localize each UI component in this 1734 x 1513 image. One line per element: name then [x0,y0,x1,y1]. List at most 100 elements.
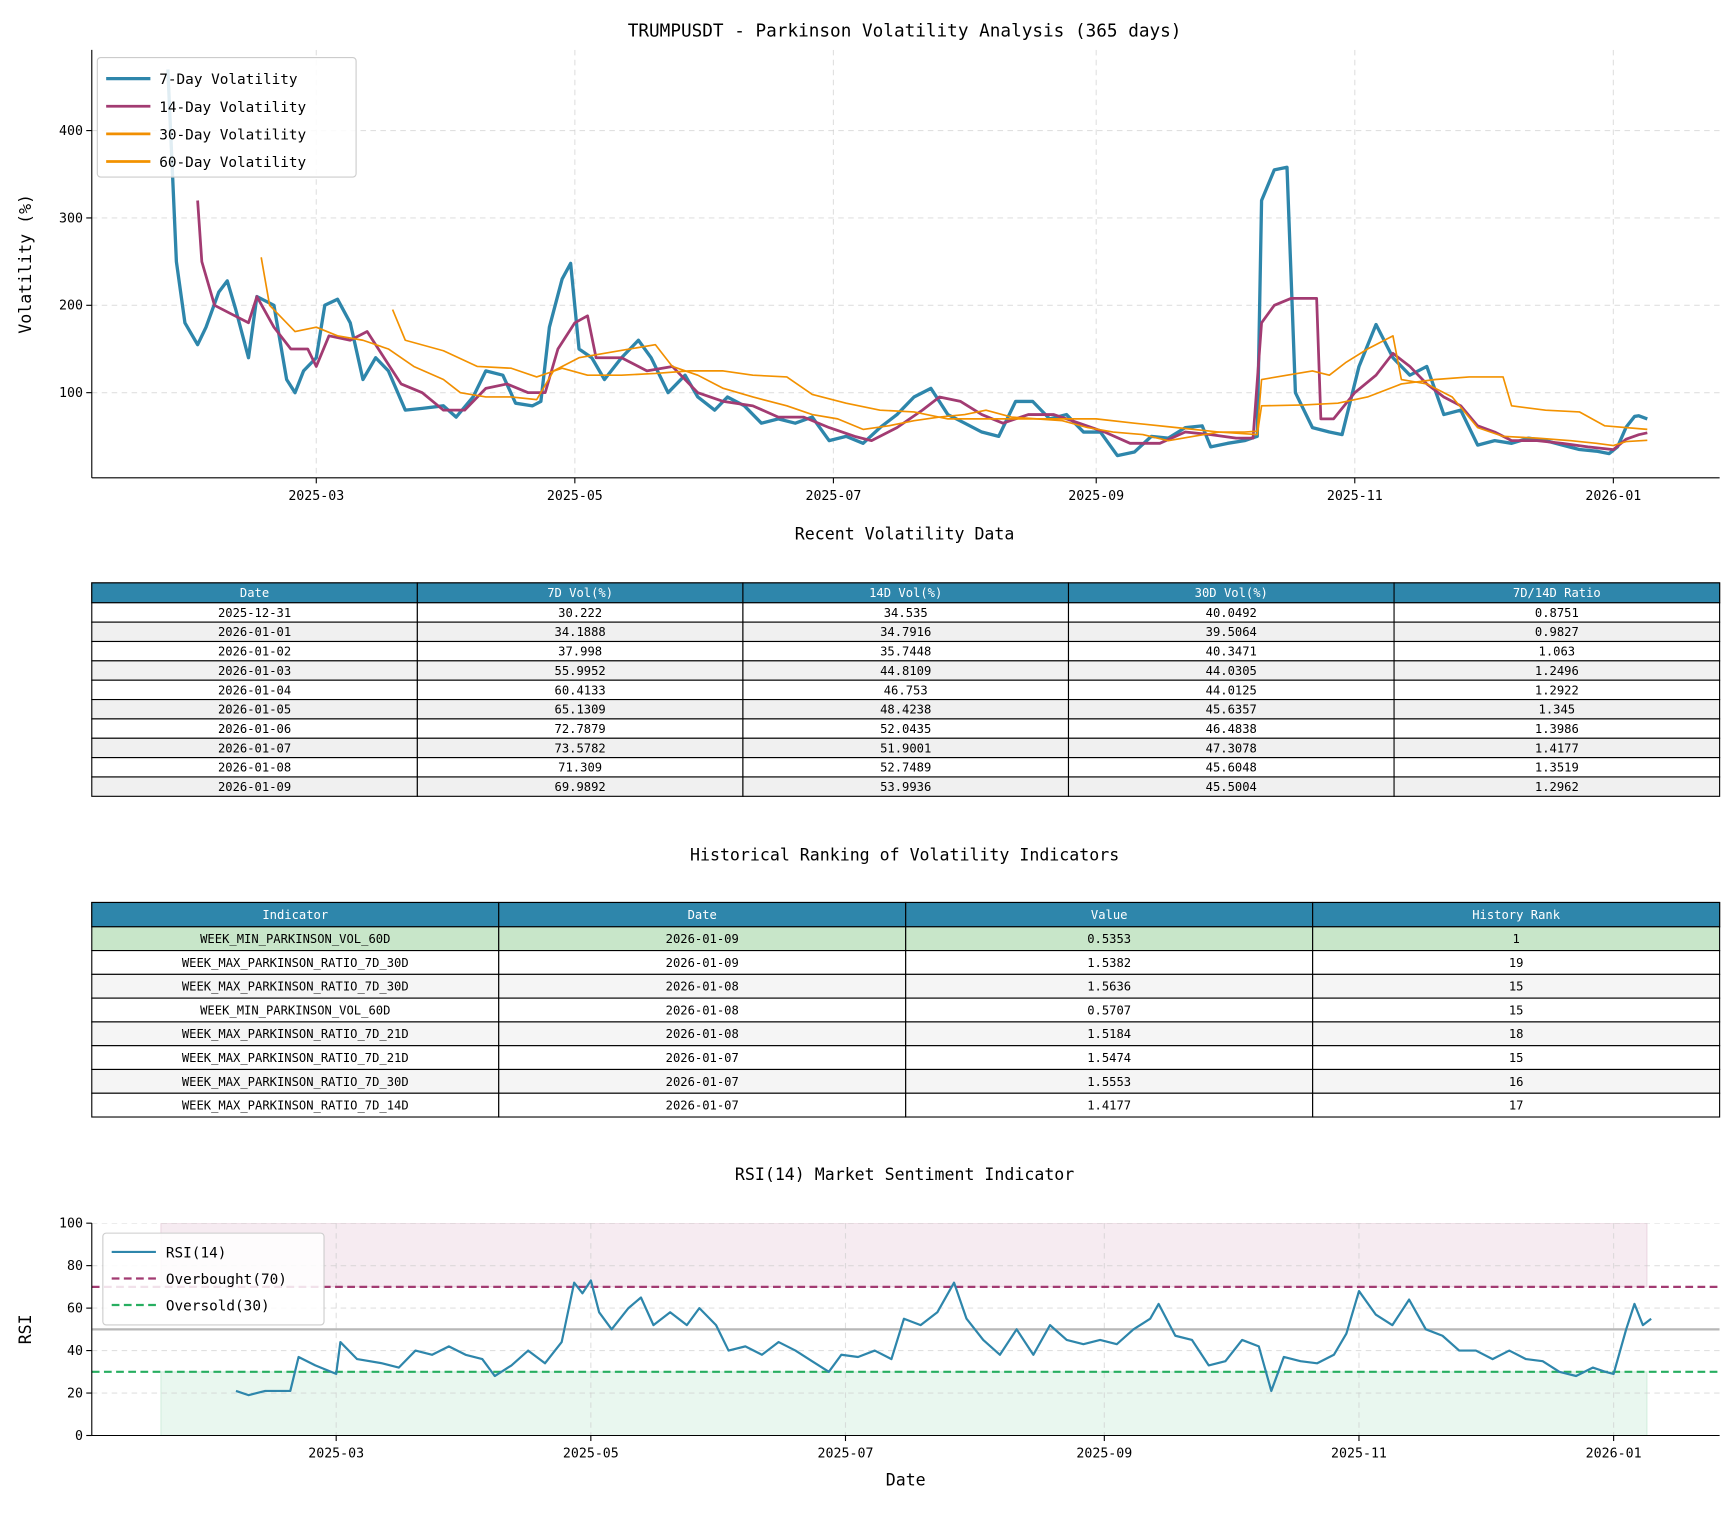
table-cell [1312,1092,1721,1118]
column-header: Date [688,908,717,922]
cell-text: 2026-01-04 [218,683,291,697]
cell-text: 2026-01-08 [666,980,739,994]
table-row: 2026-01-07 73.5782 51.9001 47.3078 1.4177 [91,737,1721,759]
cell-text: 71.309 [558,761,602,775]
x-tick-label: 2026-01 [1585,489,1641,504]
cell-text: WEEK_MIN_PARKINSON_VOL_60D [200,1003,390,1017]
table-row: WEEK_MIN_PARKINSON_VOL_60D 2026-01-09 0.53… [91,926,1721,952]
cell-text: 34.7916 [880,625,931,639]
cell-text: 73.5782 [555,741,606,755]
x-tick-label: 2025-11 [1327,489,1383,504]
legend-label: 30-Day Volatility [159,127,306,143]
cell-text: 1 [1512,932,1519,946]
x-axis-label: Date [886,1470,926,1489]
series-line-1 [166,69,1648,458]
cell-text: 18 [1509,1027,1524,1041]
cell-text: 1.5382 [1087,956,1131,970]
cell-text: 1.5184 [1087,1027,1131,1041]
rsi-chart-title: RSI(14) Market Sentiment Indicator [735,1165,1074,1184]
column-header: 14D Vol(%) [869,586,942,600]
cell-text: 40.0492 [1206,606,1257,620]
cell-text: 1.4177 [1087,1099,1131,1113]
cell-text: 15 [1509,980,1524,994]
cell-text: 72.7879 [555,722,606,736]
ranking-table-title: Historical Ranking of Volatility Indicat… [690,845,1119,864]
cell-text: 15 [1509,1003,1524,1017]
cell-text: 44.0125 [1206,683,1257,697]
x-tick-label: 2025-11 [1331,1447,1387,1462]
cell-text: 60.4133 [555,683,606,697]
cell-text: 19 [1509,956,1524,970]
cell-text: 46.4838 [1206,722,1257,736]
legend: RSI(14) Overbought(70) Oversold(30) [102,1232,325,1326]
cell-text: 65.1309 [555,703,606,717]
table-row: 2025-12-31 30.222 34.535 40.0492 0.8751 [91,602,1721,623]
cell-text: 1.345 [1539,703,1576,717]
legend-label: Overbought(70) [166,1272,287,1288]
cell-text: 2026-01-01 [218,625,291,639]
cell-text: 2026-01-07 [666,1099,739,1113]
cell-text: 45.5004 [1206,780,1257,794]
cell-text: WEEK_MAX_PARKINSON_RATIO_7D_21D [182,1051,409,1065]
table-row: 2026-01-02 37.998 35.7448 40.3471 1.063 [91,640,1721,662]
cell-text: 0.5707 [1087,1003,1131,1017]
column-header: Value [1091,908,1128,922]
table-row: WEEK_MAX_PARKINSON_RATIO_7D_30D 2026-01-0… [91,973,1721,999]
overbought-band [160,1223,1648,1288]
cell-text: 1.4177 [1535,741,1579,755]
column-header: History Rank [1472,908,1561,922]
cell-text: 39.5064 [1206,625,1257,639]
cell-text: 44.0305 [1206,664,1257,678]
table-row: 2026-01-08 71.309 52.7489 45.6048 1.3519 [91,757,1721,778]
cell-text: 40.3471 [1206,645,1257,659]
cell-text: 2026-01-03 [218,664,291,678]
cell-text: 46.753 [884,683,928,697]
series-line-3 [260,257,1648,447]
y-tick-label: 80 [67,1259,83,1274]
cell-text: 1.3986 [1535,722,1579,736]
plot-area [91,49,1720,478]
legend: 7-Day Volatility 14-Day Volatility 30-Day … [96,57,357,178]
cell-text: WEEK_MAX_PARKINSON_RATIO_7D_30D [182,956,409,970]
cell-text: 34.1888 [555,625,606,639]
header-cell [1312,901,1721,928]
cell-text: 1.2962 [1535,780,1579,794]
y-tick-label: 60 [67,1302,83,1317]
oversold-band [160,1371,1648,1436]
table-row: 2026-01-06 72.7879 52.0435 46.4838 1.3986 [91,718,1721,739]
table-row: 2026-01-04 60.4133 46.753 44.0125 1.2922 [91,679,1721,701]
table-row: WEEK_MIN_PARKINSON_VOL_60D 2026-01-08 0.57… [91,997,1721,1023]
column-header: 7D Vol(%) [547,586,613,600]
header-cell [498,901,907,928]
legend-label: Oversold(30) [166,1299,270,1315]
legend-box [96,57,357,178]
table-row: WEEK_MAX_PARKINSON_RATIO_7D_30D 2026-01-0… [91,950,1721,975]
cell-text: 51.9001 [880,741,931,755]
cell-text: 16 [1509,1075,1524,1089]
table-row: WEEK_MAX_PARKINSON_RATIO_7D_21D 2026-01-0… [91,1021,1721,1047]
cell-text: 2026-01-09 [666,932,739,946]
cell-text: 53.9936 [880,780,931,794]
cell-text: 55.9952 [555,664,606,678]
cell-text: 1.2496 [1535,664,1579,678]
cell-text: 1.5553 [1087,1075,1131,1089]
table-row: WEEK_MAX_PARKINSON_RATIO_7D_30D 2026-01-0… [91,1068,1721,1094]
table-row: WEEK_MAX_PARKINSON_RATIO_7D_14D 2026-01-0… [91,1092,1721,1118]
cell-text: 52.7489 [880,761,931,775]
legend-label: RSI(14) [166,1245,227,1261]
x-tick-label: 2025-07 [818,1447,874,1462]
x-tick-label: 2025-05 [563,1447,619,1462]
legend-label: 60-Day Volatility [159,155,306,171]
table-row: 2026-01-03 55.9952 44.8109 44.0305 1.2496 [91,660,1721,681]
cell-text: WEEK_MAX_PARKINSON_RATIO_7D_30D [182,1075,409,1089]
y-tick-label: 40 [67,1344,83,1359]
cell-text: 2026-01-08 [666,1003,739,1017]
x-tick-label: 2025-05 [547,489,603,504]
table-cell [1393,776,1721,797]
cell-text: 1.5636 [1087,980,1131,994]
y-axis-label: Volatility (%) [16,194,35,334]
legend-label: 14-Day Volatility [159,100,306,116]
y-tick-label: 20 [67,1386,83,1401]
cell-text: 2026-01-07 [666,1075,739,1089]
y-tick-label: 400 [59,124,83,139]
